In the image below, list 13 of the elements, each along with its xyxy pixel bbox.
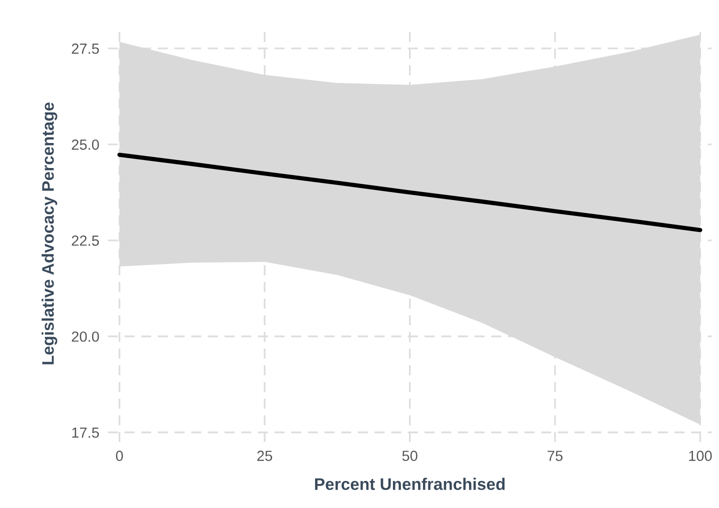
x-tick-label: 0 (116, 450, 123, 462)
y-tick-label: 17.5 (72, 428, 99, 438)
y-tick-label: 27.5 (72, 44, 99, 54)
x-axis-title: Percent Unenfranchised (315, 478, 505, 490)
x-tick-label: 75 (548, 450, 563, 462)
y-tick-label: 25.0 (72, 140, 99, 150)
x-tick-label: 25 (257, 450, 272, 462)
x-tick-label: 100 (689, 450, 712, 462)
line-series (117, 152, 702, 232)
y-tick-label: 22.5 (72, 236, 99, 246)
x-tick-label: 50 (402, 450, 418, 462)
y-tick-label: 20.0 (72, 331, 99, 342)
y-axis-title: Legislative Advocacy Percentage (42, 102, 58, 364)
